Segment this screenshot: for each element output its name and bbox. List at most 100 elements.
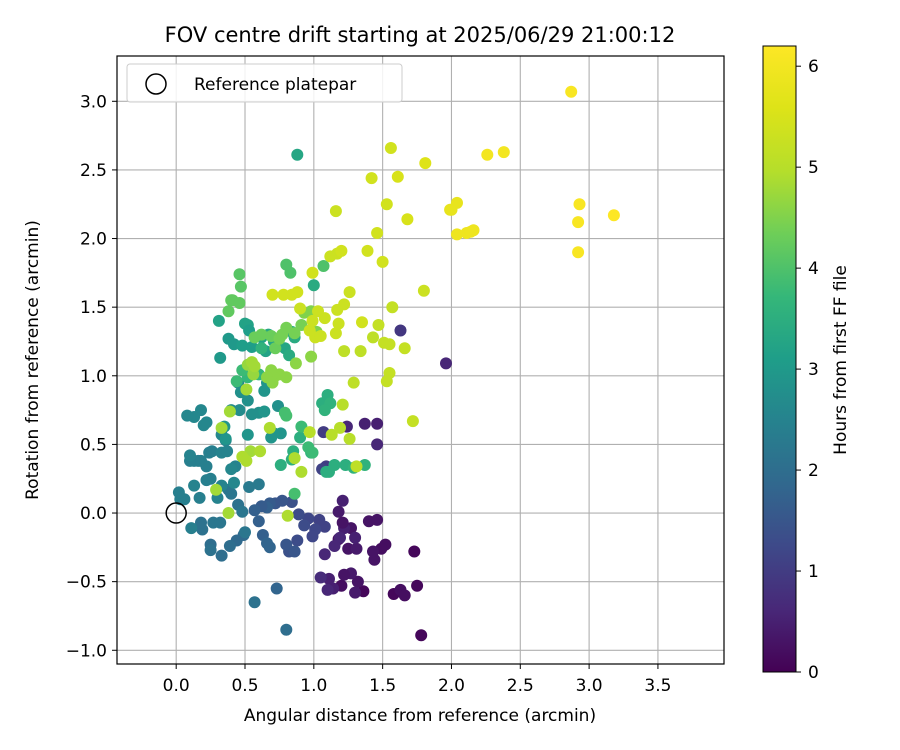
data-point [234, 280, 247, 293]
data-point [356, 316, 368, 329]
data-point [212, 314, 225, 327]
data-point [274, 459, 287, 471]
legend-box [126, 63, 403, 103]
data-point [343, 286, 356, 299]
data-point [221, 445, 234, 458]
data-point [278, 406, 291, 419]
data-point [294, 302, 307, 315]
colorbar-tick-label: 5 [808, 158, 819, 178]
data-point [415, 629, 428, 642]
data-point [383, 338, 396, 351]
data-point [303, 426, 316, 439]
data-point [294, 431, 307, 444]
x-axis-ticks: 0.0 0.5 1.0 1.5 2.0 2.5 3.0 3.5 [163, 664, 671, 696]
colorbar [762, 45, 797, 673]
data-point [318, 404, 331, 417]
data-point [607, 209, 620, 222]
plot-frame [116, 55, 725, 665]
data-point [481, 148, 494, 161]
data-point [386, 301, 399, 314]
data-point [215, 421, 228, 434]
colorbar-tick-label: 0 [808, 663, 819, 683]
data-point [195, 516, 207, 529]
colorbar-tick-label: 4 [808, 259, 819, 279]
data-point [306, 530, 319, 543]
data-point [239, 526, 251, 539]
data-point [241, 394, 254, 407]
data-point [197, 419, 210, 432]
y-tick-label: 2.0 [80, 230, 107, 250]
data-point [243, 481, 256, 493]
data-point [343, 432, 356, 445]
data-point [572, 216, 585, 229]
data-point [288, 545, 301, 558]
data-point [336, 398, 349, 411]
data-point [292, 508, 305, 521]
data-point [277, 288, 290, 301]
data-point [230, 375, 243, 388]
data-point [188, 479, 201, 492]
data-point [258, 405, 271, 418]
data-point [314, 571, 327, 584]
data-point [306, 266, 319, 279]
data-point [347, 376, 360, 389]
data-point [214, 516, 227, 529]
x-tick-label: 0.5 [231, 676, 258, 696]
data-point [371, 417, 384, 430]
data-point [240, 454, 253, 467]
data-point [338, 345, 351, 358]
data-point [376, 255, 389, 268]
colorbar-tick-label: 2 [808, 461, 819, 481]
data-point [367, 331, 379, 344]
data-point [233, 404, 246, 417]
data-point [334, 421, 346, 434]
data-point [365, 172, 378, 185]
data-point [336, 516, 349, 529]
chart-title: FOV centre drift starting at 2025/06/29 … [165, 23, 676, 47]
data-point [241, 428, 254, 441]
data-point [289, 357, 302, 370]
data-point [451, 228, 463, 241]
data-point [306, 314, 319, 327]
data-point [350, 460, 363, 473]
data-point [331, 303, 344, 316]
data-point [384, 142, 397, 154]
x-tick-label: 2.0 [438, 676, 465, 696]
y-tick-label: 0.0 [80, 504, 107, 524]
x-tick-label: 0.0 [163, 676, 190, 696]
data-point [225, 463, 238, 476]
data-point [351, 575, 364, 588]
data-point [354, 345, 367, 358]
data-point [248, 360, 261, 373]
colorbar-ticks: 0 1 2 3 4 5 6 [796, 57, 819, 683]
data-point [261, 537, 273, 550]
data-point [303, 324, 316, 337]
colorbar-tick-label: 1 [808, 562, 819, 582]
data-point [328, 459, 341, 471]
y-tick-label: 1.5 [80, 298, 107, 318]
data-point [233, 297, 246, 309]
data-point [361, 244, 374, 257]
reference-point [165, 502, 187, 524]
x-tick-label: 1.0 [300, 676, 327, 696]
data-point [280, 538, 293, 551]
data-point [204, 544, 217, 557]
data-point [210, 483, 223, 496]
data-point [332, 505, 345, 518]
data-point [266, 288, 279, 301]
data-point [358, 417, 371, 430]
data-point [307, 279, 320, 292]
data-point [252, 515, 265, 528]
data-point [214, 351, 227, 364]
data-point [291, 148, 304, 161]
data-point [291, 286, 304, 299]
data-point [228, 476, 240, 489]
data-point [572, 246, 585, 259]
y-tick-label: −0.5 [66, 573, 107, 593]
legend: Reference platepar [126, 63, 403, 103]
data-point [401, 213, 414, 226]
data-point [419, 157, 432, 170]
data-point [240, 383, 253, 396]
data-point [193, 491, 206, 504]
